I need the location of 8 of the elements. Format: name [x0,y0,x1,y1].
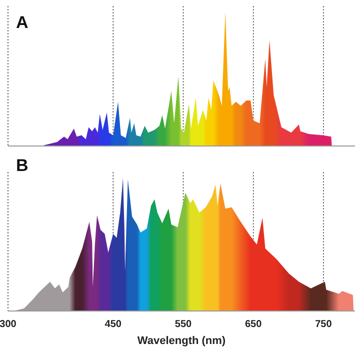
x-tick-label: 650 [245,319,262,330]
x-tick-label: 300 [0,319,17,330]
x-tick-label: 750 [315,319,332,330]
chart-title: A [16,13,28,32]
chart-title: B [16,156,28,175]
x-tick-label: 450 [104,319,122,330]
x-axis-title: Wavelength (nm) [137,335,226,347]
x-tick-label: 550 [174,319,192,330]
